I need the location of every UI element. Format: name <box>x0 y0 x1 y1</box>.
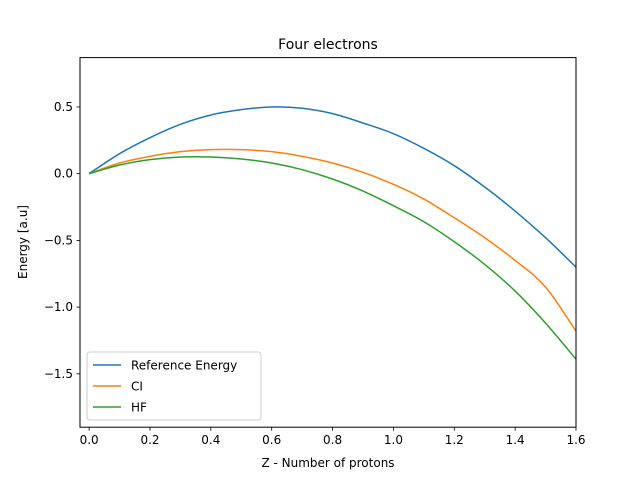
legend-entry: CI <box>93 380 143 394</box>
legend-box <box>86 351 262 421</box>
legend-label: HF <box>131 401 147 415</box>
x-tick-label: 0.8 <box>323 433 342 447</box>
x-tick-label: 0.4 <box>201 433 220 447</box>
series-line-2 <box>88 148 576 332</box>
axes-frame <box>79 57 577 428</box>
series-line-1 <box>88 106 576 268</box>
x-tick-label: 0.6 <box>262 433 281 447</box>
x-axis-ticks: 0.0 0.2 0.4 0.6 0.8 1.0 1.2 1.4 1.6 <box>80 427 586 447</box>
legend-label: Reference Energy <box>131 359 237 373</box>
legend-entry: Reference Energy <box>93 359 237 373</box>
y-tick-label: −1.0 <box>44 300 73 314</box>
chart-title: Four electrons <box>278 37 378 53</box>
legend-entries: Reference Energy CI HF <box>93 359 237 415</box>
x-tick-label: 1.0 <box>384 433 403 447</box>
x-axis-label: Z - Number of protons <box>261 456 394 470</box>
x-tick-label: 0.0 <box>80 433 99 447</box>
y-tick-label: 0.0 <box>54 167 73 181</box>
y-axis-ticks: 0.5 0.0 −0.5 −1.0 −1.5 <box>44 100 80 381</box>
x-tick-label: 0.2 <box>140 433 159 447</box>
legend: Reference Energy CI HF <box>86 351 262 421</box>
y-tick-label: −1.5 <box>44 367 73 381</box>
x-tick-label: 1.6 <box>566 433 585 447</box>
y-tick-label: 0.5 <box>54 100 73 114</box>
legend-label: CI <box>131 380 143 394</box>
series-line-3 <box>88 155 576 360</box>
y-tick-label: −0.5 <box>44 233 73 247</box>
series-lines <box>88 106 576 360</box>
x-tick-label: 1.4 <box>506 433 525 447</box>
x-tick-label: 1.2 <box>445 433 464 447</box>
y-axis-label: Energy [a.u] <box>16 205 30 279</box>
legend-entry: HF <box>93 401 147 415</box>
